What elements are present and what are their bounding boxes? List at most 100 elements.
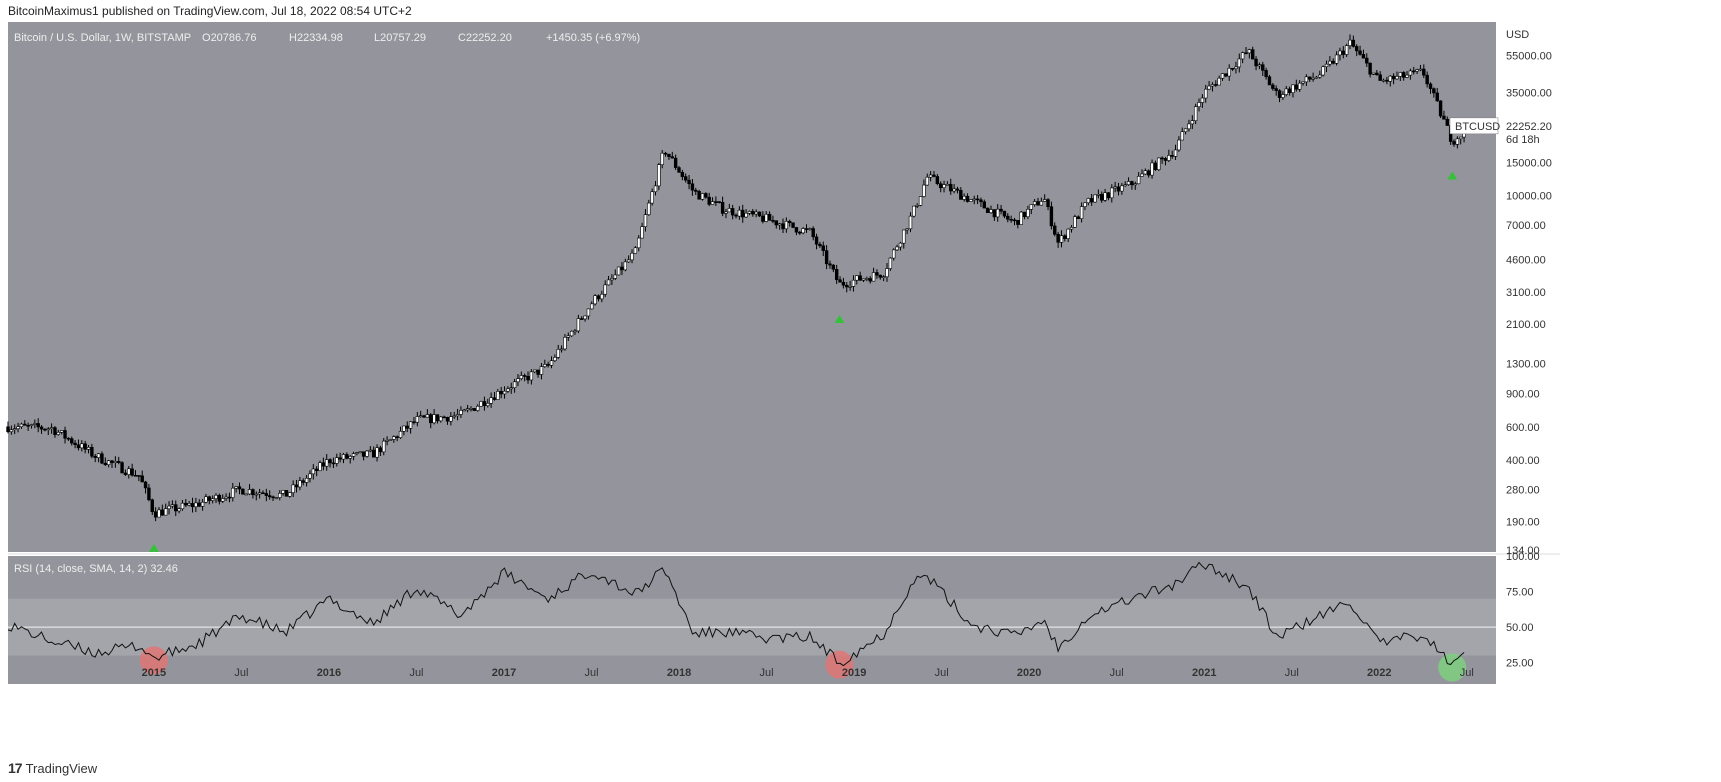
rsi-highlight-circle [1438, 653, 1467, 682]
price-axis-tick: 190.00 [1506, 516, 1540, 528]
rsi-axis[interactable]: 100.00 75.00 50.00 25.00 [1506, 551, 1540, 670]
candle [1331, 60, 1335, 64]
price-axis-tick: 35000.00 [1506, 88, 1552, 100]
candle [345, 454, 349, 459]
candle [1173, 149, 1178, 157]
candle [824, 250, 829, 265]
legend-change: +1450.35 (+6.97%) [546, 32, 640, 44]
candle [616, 266, 621, 276]
candle [361, 451, 366, 457]
candle [543, 364, 547, 367]
candle [1187, 123, 1191, 130]
candle [1368, 62, 1372, 75]
candle [1251, 49, 1255, 60]
tradingview-logo[interactable]: 17 TradingView [8, 760, 97, 776]
candle [684, 176, 688, 181]
candle [53, 427, 57, 435]
price-tag: 22252.20 [1506, 121, 1552, 133]
candle [462, 409, 466, 412]
price-tag-bg [1500, 117, 1556, 148]
candle [153, 511, 158, 518]
candle [1167, 155, 1171, 161]
candle [214, 494, 218, 499]
candle [865, 278, 869, 280]
candle [788, 220, 792, 224]
candle [1103, 192, 1107, 201]
candle [388, 439, 393, 441]
candle [1334, 54, 1339, 64]
candle [378, 447, 383, 453]
candle [415, 416, 420, 423]
candle [1445, 118, 1449, 126]
candle [174, 504, 178, 512]
candle [439, 416, 443, 422]
candle [1026, 208, 1030, 218]
candle [13, 428, 17, 431]
candle [928, 174, 933, 178]
candle [717, 201, 721, 203]
candle [767, 213, 772, 221]
candle [1375, 72, 1379, 76]
candle [418, 415, 423, 418]
candle [147, 487, 151, 501]
candle [194, 502, 198, 508]
candle [70, 438, 74, 444]
candle [902, 229, 906, 244]
candle [1200, 97, 1205, 103]
candle [925, 176, 929, 186]
candle [103, 462, 107, 465]
candle [1264, 70, 1268, 78]
candle [197, 502, 201, 507]
candle [680, 172, 685, 177]
candle [845, 284, 849, 288]
candle [559, 348, 564, 351]
legend-symbol: Bitcoin / U.S. Dollar, 1W, BITSTAMP [14, 32, 191, 44]
candle [1069, 227, 1074, 230]
candle [633, 247, 638, 254]
price-axis-tick: 900.00 [1506, 388, 1540, 400]
candle [875, 272, 879, 276]
candle [1291, 84, 1295, 94]
candle [442, 416, 446, 419]
candle [288, 492, 292, 497]
candle [482, 401, 487, 407]
candle [714, 201, 718, 203]
candle [1083, 202, 1087, 207]
attribution-text: BitcoinMaximus1 published on TradingView… [8, 4, 412, 18]
candle [110, 460, 114, 463]
price-axis-tick: 10000.00 [1506, 191, 1552, 203]
candle [1066, 228, 1070, 239]
candle [697, 191, 701, 200]
candle [794, 227, 799, 233]
candle [727, 208, 732, 213]
candle [49, 427, 54, 430]
time-axis-tick: 2018 [667, 667, 691, 679]
candle [113, 461, 118, 463]
candle [66, 437, 71, 440]
candle [687, 179, 691, 185]
candle [261, 492, 265, 495]
time-axis[interactable]: 2015 Jul 2016 Jul 2017 Jul 2018 Jul 2019 Jul 2020 J… [142, 667, 1474, 679]
candle [586, 308, 591, 317]
candle [492, 397, 497, 400]
price-axis[interactable]: 55000.00 35000.00 15000.00 10000.00 7000.00 4… [1506, 50, 1552, 557]
candle [704, 193, 708, 198]
time-axis-tick: Jul [1285, 667, 1299, 679]
candle [650, 191, 654, 204]
candle [1391, 75, 1396, 80]
candle [932, 174, 936, 177]
candle [43, 428, 47, 431]
time-axis-tick: Jul [584, 667, 598, 679]
candle [278, 493, 282, 498]
candle [210, 498, 215, 501]
candle [1388, 75, 1392, 82]
legend-open: O20786.76 [202, 32, 256, 44]
time-axis-tick: 2017 [492, 667, 516, 679]
candle [271, 496, 275, 499]
candle [1019, 211, 1023, 225]
candle [757, 211, 762, 217]
candle [1459, 136, 1463, 140]
candle [1254, 58, 1258, 67]
candle [16, 426, 20, 429]
